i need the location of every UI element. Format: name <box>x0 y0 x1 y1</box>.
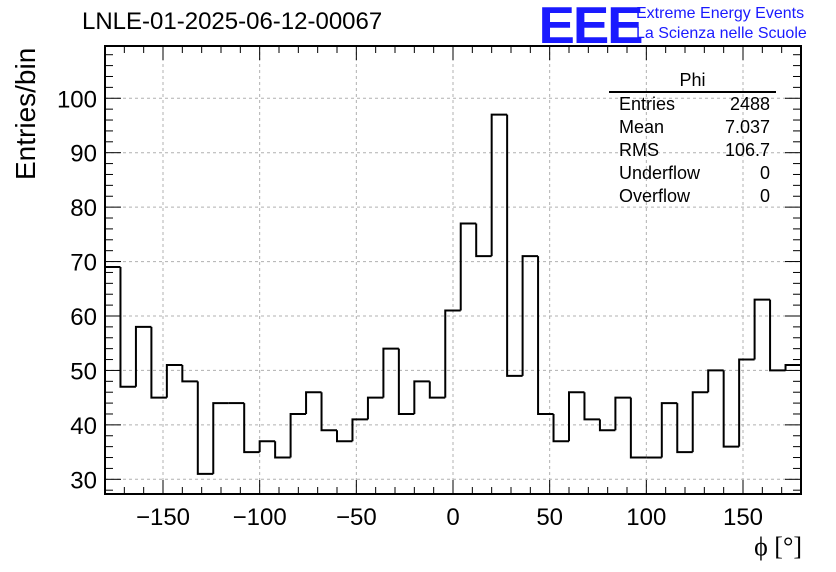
histogram-bin <box>258 440 276 453</box>
stats-row-mean: Mean 7.037 <box>609 116 776 139</box>
y-axis-label: Entries/bin <box>10 47 41 180</box>
histogram-bin <box>568 391 585 442</box>
histogram-bin <box>274 441 291 459</box>
histogram-bin <box>598 419 616 432</box>
stats-label: Overflow <box>619 186 691 206</box>
y-tick-label: 40 <box>70 413 97 440</box>
histogram-bin <box>305 391 322 414</box>
histogram-bin <box>629 397 647 459</box>
histogram-bin <box>459 222 477 311</box>
histogram-bin <box>521 255 539 376</box>
histogram-bin <box>676 403 693 454</box>
x-tick-label: −100 <box>233 504 287 531</box>
stats-label: Mean <box>619 117 665 137</box>
histogram-bin <box>691 391 709 453</box>
histogram-bin <box>583 392 600 421</box>
x-tick-label: 0 <box>446 504 459 531</box>
x-tick-label: −150 <box>136 504 190 531</box>
x-axis-label: ϕ [°] <box>754 532 802 561</box>
histogram-bin <box>366 396 384 420</box>
x-tick-label: 150 <box>723 504 763 531</box>
chart-title: LNLE-01-2025-06-12-00067 <box>82 8 383 35</box>
histogram-bin <box>351 418 368 442</box>
y-tick-label: 50 <box>70 358 97 385</box>
histogram-bin <box>444 309 461 398</box>
histogram-bin <box>506 114 523 377</box>
y-tick-label: 30 <box>70 467 97 494</box>
histogram-bin <box>552 413 569 443</box>
stats-value: 106.7 <box>724 140 770 160</box>
histogram-bin <box>397 348 415 415</box>
stats-value: 7.037 <box>724 117 770 137</box>
x-tick-label: 50 <box>536 504 563 531</box>
stats-box: Phi Entries 2488 Mean 7.037 RMS 106.7 Under… <box>609 70 776 208</box>
x-tick-label: 100 <box>626 504 666 531</box>
histogram-bin <box>382 347 399 398</box>
histogram-bin <box>212 402 229 474</box>
plot-frame <box>104 45 802 495</box>
stats-label: Entries <box>619 94 676 114</box>
stats-label: Underflow <box>619 163 701 183</box>
y-tick-label: 100 <box>57 86 97 113</box>
stats-row-underflow: Underflow 0 <box>609 162 776 185</box>
stats-row-rms: RMS 106.7 <box>609 139 776 162</box>
histogram-bin <box>134 325 152 387</box>
stats-row-entries: Entries 2488 <box>609 93 776 116</box>
histogram-bin <box>289 412 307 458</box>
histogram-bin <box>769 299 786 372</box>
stats-label: RMS <box>619 140 659 160</box>
x-tick-label: −50 <box>336 504 377 531</box>
histogram-bin <box>243 403 260 454</box>
histogram-bin <box>181 364 198 383</box>
histogram-bin <box>165 363 183 398</box>
histogram-bin <box>614 396 631 431</box>
histogram-bin <box>784 363 802 494</box>
histogram-bin <box>413 380 430 414</box>
histogram-bin <box>428 381 446 399</box>
histogram-bin <box>320 392 337 432</box>
y-tick-label: 80 <box>70 195 97 222</box>
eee-logo: EEE <box>538 0 644 55</box>
stats-title: Phi <box>609 70 776 93</box>
stats-value: 0 <box>759 163 770 183</box>
histogram-bin <box>537 256 554 415</box>
histogram-bin <box>722 370 740 448</box>
stats-value: 0 <box>759 186 770 206</box>
histogram-bin <box>150 326 167 399</box>
histogram-bin <box>753 298 771 360</box>
stats-value: 2488 <box>729 94 770 114</box>
y-tick-label: 90 <box>70 141 97 168</box>
logo-line-2: La Scienza nelle Scuole <box>636 25 807 42</box>
histogram-bin <box>475 223 492 258</box>
histogram-bin <box>660 402 678 458</box>
histogram-bin <box>490 113 508 257</box>
logo-line-1: Extreme Energy Events <box>636 5 805 22</box>
y-tick-label: 70 <box>70 250 97 277</box>
histogram-bin <box>707 369 724 393</box>
histogram-bin <box>119 267 136 388</box>
histogram-bin <box>196 381 214 475</box>
stats-row-overflow: Overflow 0 <box>609 185 776 208</box>
y-tick-label: 60 <box>70 304 97 331</box>
histogram-bin <box>104 266 121 494</box>
histogram-bin <box>738 358 755 447</box>
histogram-bin <box>336 430 353 443</box>
